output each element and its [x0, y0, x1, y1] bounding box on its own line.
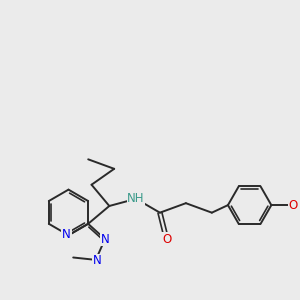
Text: O: O — [162, 233, 171, 246]
Text: N: N — [92, 254, 101, 267]
Text: N: N — [100, 232, 109, 246]
Text: N: N — [62, 228, 71, 241]
Text: O: O — [288, 199, 298, 212]
Text: NH: NH — [127, 192, 145, 205]
